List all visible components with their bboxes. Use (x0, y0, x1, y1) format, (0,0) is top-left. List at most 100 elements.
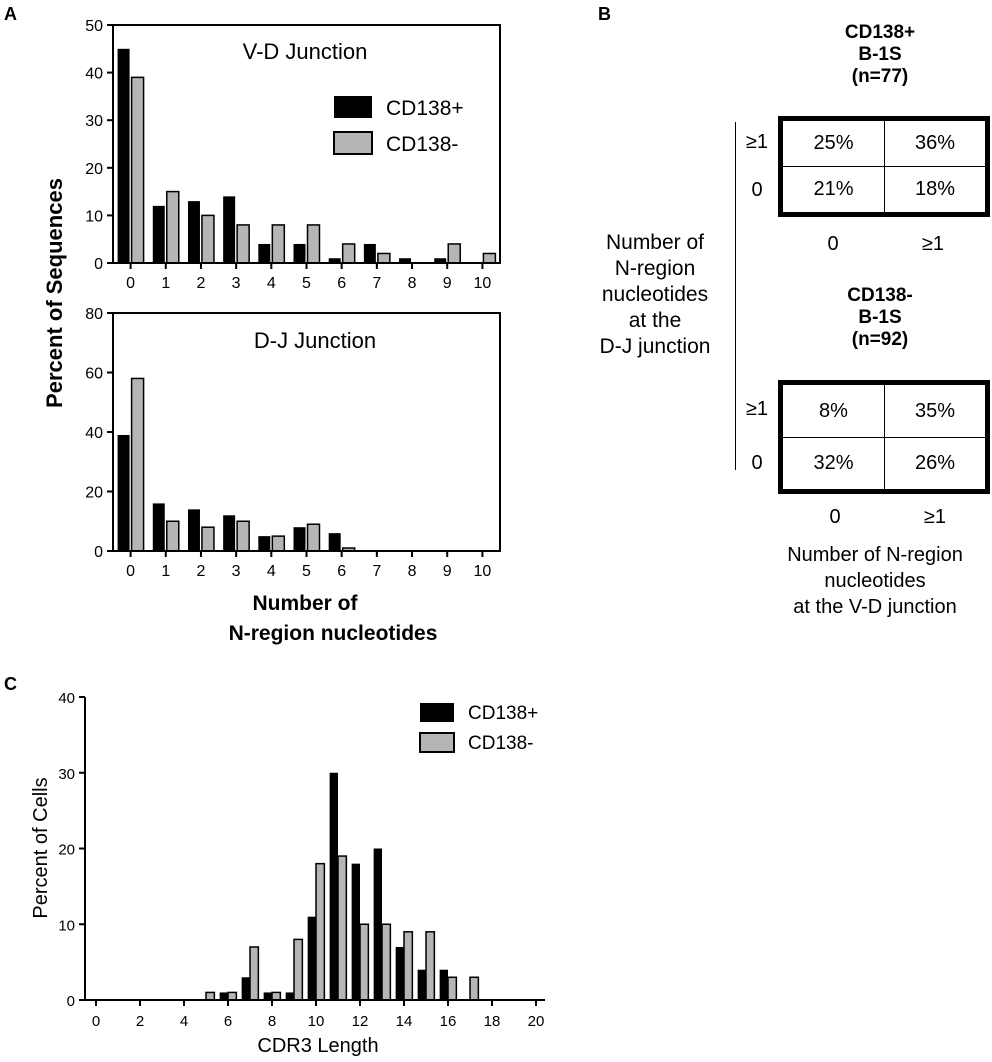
vd-chart-bar-cd138-neg (482, 252, 497, 264)
dj-chart-bar-cd138-pos (328, 533, 341, 551)
dj-chart-ytick-label: 0 (94, 544, 103, 561)
dj-chart-bar-cd138-pos (187, 509, 200, 551)
vd-chart-bar-cd138-neg (201, 214, 215, 264)
vd-chart-ytick-label: 30 (85, 113, 103, 130)
dj-chart-bar-cd138-neg (130, 377, 145, 552)
vd-chart-legend-label: CD138- (386, 133, 458, 156)
vd-chart-bar-cd138-pos (152, 205, 165, 263)
panel-label-b: B (598, 4, 611, 24)
table-1-header-line: B-1S (858, 44, 902, 65)
table-1-cell: 18% (914, 178, 956, 200)
cdr3-chart-bar-cd138-pos (219, 992, 228, 1000)
vd-chart-bar-cd138-pos (363, 243, 376, 263)
dj-chart-xtick-label: 6 (337, 563, 346, 580)
dj-chart-bar-cd138-neg (306, 523, 321, 552)
cdr3-chart-bar-cd138-pos (329, 772, 338, 1000)
cdr3-chart-xtick-label: 14 (396, 1013, 413, 1030)
table-1-col-label: 0 (827, 232, 839, 255)
cdr3-chart-legend-swatch (419, 732, 455, 753)
table-1-header: CD138+ B-1S (n=77) (780, 22, 980, 88)
dj-chart-xtick-label: 4 (267, 563, 276, 580)
dj-chart-xtick-label: 10 (474, 563, 492, 580)
cdr3-chart-bar-cd138-neg (403, 931, 414, 1001)
panel-label-c: C (4, 674, 17, 694)
cdr3-chart-legend-swatch (420, 703, 454, 722)
cdr3-chart-ytick-label: 10 (58, 917, 75, 934)
vd-chart-xtick-label: 3 (232, 275, 241, 292)
panel-c-ylabel: Percent of Cells (30, 777, 52, 918)
dj-chart-ytick-label: 80 (85, 306, 103, 323)
table-2-row-label: 0 (751, 451, 763, 474)
vd-chart-xtick-label: 2 (197, 275, 206, 292)
dj-chart-xtick-label: 3 (232, 563, 241, 580)
vd-chart-xtick-label: 4 (267, 275, 276, 292)
cdr3-chart-ytick-label: 30 (58, 766, 75, 783)
cdr3-chart-xtick-label: 18 (484, 1013, 501, 1030)
dj-chart-bar-cd138-neg (271, 535, 286, 552)
dj-chart-xtick-label: 0 (126, 563, 135, 580)
dj-chart-bar-cd138-pos (152, 503, 165, 551)
panel-b-ylabel: Number of N-region nucleotides at the D-… (580, 230, 730, 360)
vd-chart-bar-cd138-pos (293, 243, 306, 263)
vd-chart-xtick-label: 8 (408, 275, 417, 292)
cdr3-chart-bar-cd138-pos (395, 946, 404, 1000)
cdr3-chart-bar-cd138-neg (447, 976, 458, 1001)
vd-chart-bar-cd138-neg (447, 243, 461, 264)
vd-chart-bar-cd138-neg (236, 224, 250, 264)
vd-chart-ytick-label: 0 (94, 256, 103, 273)
panel-b-ylabel-line: N-region (614, 257, 696, 280)
cdr3-chart-bar-cd138-neg (271, 991, 282, 1001)
dj-chart-ytick-label: 20 (85, 485, 103, 502)
cdr3-chart-bar-cd138-pos (263, 992, 272, 1000)
vd-chart-xtick-label: 1 (161, 275, 170, 292)
dj-chart-bar-cd138-pos (223, 515, 236, 551)
dj-chart-xtick-label: 8 (408, 563, 417, 580)
vd-chart-bar-cd138-pos (187, 201, 200, 263)
panel-a-xlabel-line2: N-region nucleotides (229, 622, 438, 645)
vd-chart-bar-cd138-pos (328, 258, 341, 263)
vd-chart-bar-cd138-pos (258, 243, 271, 263)
dj-chart-bar-cd138-pos (258, 536, 271, 551)
vd-chart-bar-cd138-pos (223, 196, 236, 263)
table-2-grid: 8% 35% 32% 26% (778, 380, 990, 494)
vd-chart-legend-swatch (333, 131, 373, 155)
panel-b-xlabel-line: at the V-D junction (793, 596, 957, 618)
table-2-header: CD138- B-1S (n=92) (780, 285, 980, 351)
cdr3-chart-bar-cd138-neg (249, 946, 260, 1001)
table-1-cell: 25% (813, 132, 854, 154)
dj-chart-bar-cd138-neg (201, 526, 215, 552)
cdr3-chart-xtick-label: 6 (224, 1013, 232, 1030)
table-1-cell: 21% (813, 178, 854, 200)
dj-chart-ytick-label: 60 (85, 366, 103, 383)
cdr3-chart-bar-cd138-neg (227, 991, 238, 1001)
panel-b-xlabel-line: Number of N-region (787, 544, 963, 566)
cdr3-chart-xtick-label: 4 (180, 1013, 188, 1030)
table-1-row-label: ≥1 (745, 130, 769, 153)
vd-chart-bar-cd138-neg (130, 76, 145, 264)
dj-chart-bar-cd138-neg (236, 520, 250, 552)
vd-chart-ytick-label: 50 (85, 18, 103, 35)
dj-chart-title: D-J Junction (254, 328, 376, 353)
dj-chart-xtick-label: 1 (161, 563, 170, 580)
panel-c-xlabel: CDR3 Length (257, 1035, 378, 1057)
vd-chart-xtick-label: 6 (337, 275, 346, 292)
table-2-cell: 32% (813, 452, 854, 474)
table-2-header-line: (n=92) (851, 329, 909, 350)
vd-chart-xtick-label: 5 (302, 275, 311, 292)
table-1-header-line: (n=77) (851, 66, 909, 87)
table-2-row-label: ≥1 (745, 397, 769, 420)
dj-chart-xtick-label: 2 (197, 563, 206, 580)
panel-a-xlabel-line1: Number of (253, 592, 359, 615)
dj-chart-xtick-label: 9 (443, 563, 452, 580)
cdr3-chart-xtick-label: 8 (268, 1013, 276, 1030)
table-1-divider (783, 166, 985, 167)
vd-chart-frame (112, 24, 501, 264)
cdr3-chart-bar-cd138-pos (439, 969, 448, 1000)
cdr3-chart-legend-label: CD138+ (468, 703, 538, 724)
dj-chart-bar-cd138-pos (117, 434, 130, 551)
cdr3-chart-bar-cd138-pos (351, 863, 360, 1000)
panel-b-ylabel-line: at the (628, 309, 682, 332)
cdr3-chart-ytick-label: 20 (58, 842, 75, 859)
vd-chart-bar-cd138-pos (117, 48, 130, 263)
